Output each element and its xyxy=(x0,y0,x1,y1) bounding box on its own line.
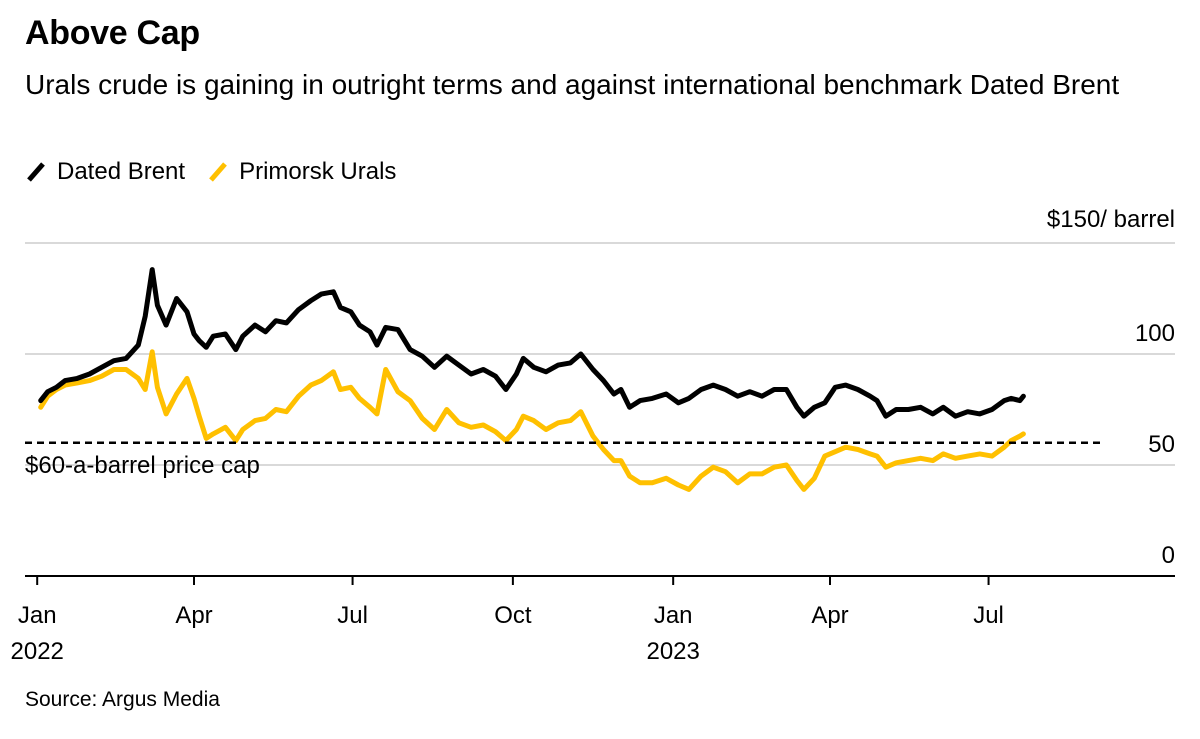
x-tick-label-2: Jul xyxy=(337,602,368,629)
series-line-primorsk-urals xyxy=(38,349,1026,492)
x-tick-year-0: 2022 xyxy=(11,638,64,665)
y-tick-label-50: 50 xyxy=(1148,431,1175,458)
price-cap-label: $60-a-barrel price cap xyxy=(25,452,260,479)
chart-legend: Dated Brent Primorsk Urals xyxy=(25,158,418,186)
y-tick-label-150: $150/ barrel xyxy=(1047,206,1175,233)
legend-label-dated-brent: Dated Brent xyxy=(57,158,186,185)
series-line-dated-brent xyxy=(38,267,1026,419)
source-note: Source: Argus Media xyxy=(25,688,220,711)
legend-swatch-dated-brent xyxy=(27,162,45,182)
x-tick-label-4: Jan xyxy=(654,602,693,629)
y-tick-label-100: 100 xyxy=(1135,320,1175,347)
chart-title: Above Cap xyxy=(25,14,200,52)
x-tick-year-4: 2023 xyxy=(646,638,699,665)
legend-label-primorsk-urals: Primorsk Urals xyxy=(239,158,397,185)
legend-item-dated-brent: Dated Brent xyxy=(25,158,185,186)
x-tick-label-3: Oct xyxy=(494,602,532,629)
x-tick-label-6: Jul xyxy=(973,602,1004,629)
y-tick-label-0: 0 xyxy=(1162,542,1175,569)
x-tick-label-5: Apr xyxy=(811,602,848,629)
chart-subtitle: Urals crude is gaining in outright terms… xyxy=(25,69,1120,100)
legend-item-primorsk-urals: Primorsk Urals xyxy=(207,158,396,186)
x-tick-label-1: Apr xyxy=(175,602,212,629)
legend-swatch-primorsk-urals xyxy=(209,162,227,182)
x-tick-label-0: Jan xyxy=(18,602,57,629)
